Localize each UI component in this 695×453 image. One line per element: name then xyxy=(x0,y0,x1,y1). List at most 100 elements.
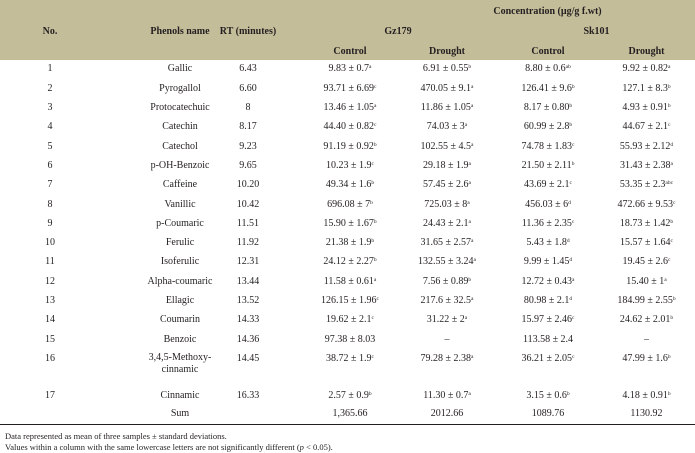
significance-letter: b xyxy=(571,160,575,167)
value-gz179-control: 2.57 ± 0.9b xyxy=(300,386,400,405)
value-sk101-control: 126.41 ± 9.6b xyxy=(498,79,598,98)
value-gz179-drought: 102.55 ± 4.5a xyxy=(398,137,496,156)
mean-sd: 102.55 ± 4.5 xyxy=(420,140,472,152)
mean-sd: 217.6 ± 32.5 xyxy=(420,295,472,306)
sum-gz179-drought: 2012.66 xyxy=(430,407,464,419)
value-gz179-drought: 217.6 ± 32.5a xyxy=(398,291,496,310)
retention-time: 11.51 xyxy=(236,217,260,229)
footnote-2-p: p xyxy=(299,442,304,452)
significance-letter: c xyxy=(371,315,374,322)
header-rt: RT (minutes) xyxy=(219,26,277,37)
table-row: 2 Pyrogallol 6.60 93.71 ± 6.69c 470.05 ± 9.1… xyxy=(0,79,695,98)
significance-letter: b xyxy=(667,390,671,397)
significance-letter: c xyxy=(371,160,374,167)
significance-letter: b xyxy=(667,83,671,90)
value-sk101-drought: 24.62 ± 2.01b xyxy=(598,310,695,329)
value-sk101-drought: 53.35 ± 2.3abc xyxy=(598,175,695,194)
mean-sd: 472.66 ± 9.53 xyxy=(617,198,674,210)
significance-letter: b xyxy=(373,218,377,225)
significance-letter: a xyxy=(464,315,468,322)
table-row: 16 3,4,5-Methoxy-cinnamic 14.45 38.72 ± 1.9… xyxy=(0,349,695,386)
value-gz179-drought: 132.55 ± 3.24a xyxy=(398,252,496,271)
significance-letter: b xyxy=(373,257,377,264)
mean-sd: 4.93 ± 0.91 xyxy=(622,102,668,113)
phenol-name: 3,4,5-Methoxy-cinnamic xyxy=(148,352,212,376)
value-sk101-control: 11.36 ± 2.35c xyxy=(498,214,598,233)
value-sk101-control: 36.21 ± 2.05c xyxy=(498,349,598,368)
row-number: 14 xyxy=(45,314,55,326)
mean-sd: 36.21 ± 2.05 xyxy=(521,352,573,364)
footnote-2-end: < 0.05). xyxy=(303,442,333,452)
value-sk101-drought: 18.73 ± 1.42b xyxy=(598,214,695,233)
table-row: 15 Benzoic 14.36 97.38 ± 8.03 – 113.58 ± 2.4 – xyxy=(0,330,695,349)
sum-label: Sum xyxy=(170,407,190,419)
mean-sd: 696.08 ± 7 xyxy=(327,198,371,210)
value-sk101-control: 43.69 ± 2.1c xyxy=(498,175,598,194)
mean-sd: 470.05 ± 9.1 xyxy=(420,82,472,94)
table-row: 8 Vanillic 10.42 696.08 ± 7b 725.03 ± 8a 456.… xyxy=(0,195,695,214)
value-gz179-control: 24.12 ± 2.27b xyxy=(300,252,400,271)
significance-letter: b xyxy=(672,296,676,302)
significance-letter: ab xyxy=(565,64,571,71)
value-sk101-drought: 15.40 ± 1a xyxy=(598,272,695,291)
table-row: 12 Alpha-coumaric 13.44 11.58 ± 0.61a 7.56 ±… xyxy=(0,272,695,291)
value-gz179-drought: 725.03 ± 8a xyxy=(398,195,496,214)
mean-sd: 126.15 ± 1.96 xyxy=(321,295,377,306)
value-sk101-control: 8.80 ± 0.6ab xyxy=(498,59,598,78)
row-number: 15 xyxy=(45,333,55,345)
significance-letter: a xyxy=(473,257,476,264)
row-number: 1 xyxy=(47,63,53,75)
row-number: 13 xyxy=(45,295,55,306)
value-gz179-drought: 31.22 ± 2a xyxy=(398,310,496,329)
value-gz179-drought: 11.86 ± 1.05a xyxy=(398,98,496,117)
mean-sd: 24.62 ± 2.01 xyxy=(619,314,671,326)
table-row: 1 Gallic 6.43 9.83 ± 0.7a 6.91 ± 0.55b 8.80 ±… xyxy=(0,59,695,78)
mean-sd: 13.46 ± 1.05 xyxy=(323,102,375,113)
mean-sd: 55.93 ± 2.12 xyxy=(619,140,671,152)
mean-sd: 18.73 ± 1.42 xyxy=(619,217,671,229)
mean-sd: 9.92 ± 0.82 xyxy=(622,63,669,75)
mean-sd: 31.22 ± 2 xyxy=(426,314,465,326)
mean-sd: 21.38 ± 1.9 xyxy=(325,237,372,249)
significance-letter: b xyxy=(569,103,573,109)
value-gz179-control: 13.46 ± 1.05a xyxy=(300,98,400,117)
value-gz179-control: 15.90 ± 1.67b xyxy=(300,214,400,233)
mean-sd: 8.80 ± 0.6 xyxy=(525,63,566,75)
value-sk101-control: 9.99 ± 1.45d xyxy=(498,252,598,271)
mean-sd: 47.99 ± 1.6 xyxy=(622,352,668,364)
significance-letter: a xyxy=(373,276,377,283)
significance-letter: abc xyxy=(665,180,674,187)
significance-letter: a xyxy=(471,83,474,90)
phenol-name: Coumarin xyxy=(160,314,200,326)
value-gz179-control: 696.08 ± 7b xyxy=(300,195,400,214)
row-number: 12 xyxy=(45,275,55,287)
table-row: 6 p-OH-Benzoic 9.65 10.23 ± 1.9c 29.18 ± 1.9… xyxy=(0,156,695,175)
row-number: 8 xyxy=(47,198,53,210)
table-header: Concentration (µg/g f.wt) No. Phenols na… xyxy=(0,0,695,60)
value-sk101-control: 80.98 ± 2.1d xyxy=(498,291,598,310)
significance-letter: d xyxy=(566,238,570,245)
footnote-1: Data represented as mean of three sample… xyxy=(5,431,227,441)
mean-sd: 29.18 ± 1.9 xyxy=(423,159,469,171)
row-number: 7 xyxy=(47,179,53,191)
value-gz179-control: 9.83 ± 0.7a xyxy=(300,59,400,78)
mean-sd: 3.15 ± 0.6 xyxy=(526,389,567,401)
value-sk101-drought: 55.93 ± 2.12d xyxy=(598,137,695,156)
phenol-name: Gallic xyxy=(167,63,193,75)
significance-letter: a xyxy=(664,276,667,283)
retention-time: 9.23 xyxy=(239,140,257,152)
significance-letter: c xyxy=(668,257,671,264)
table-row: 3 Protocatechuic 8 13.46 ± 1.05a 11.86 ± 1.0… xyxy=(0,98,695,117)
row-number: 9 xyxy=(47,217,53,229)
significance-letter: a xyxy=(470,103,474,109)
mean-sd: 11.36 ± 2.35 xyxy=(521,217,572,229)
retention-time: 13.44 xyxy=(236,275,260,287)
row-number: 2 xyxy=(47,82,53,94)
header-gz179-control: Control xyxy=(333,46,367,57)
header-sk101-drought: Drought xyxy=(628,46,665,57)
sum-row: Sum 1,365.66 2012.66 1089.76 1130.92 xyxy=(0,404,695,423)
value-gz179-drought: 470.05 ± 9.1a xyxy=(398,79,496,98)
value-sk101-drought: 47.99 ± 1.6b xyxy=(598,349,695,368)
phenol-name: Ferulic xyxy=(165,237,195,249)
significance-letter: a xyxy=(572,276,575,283)
